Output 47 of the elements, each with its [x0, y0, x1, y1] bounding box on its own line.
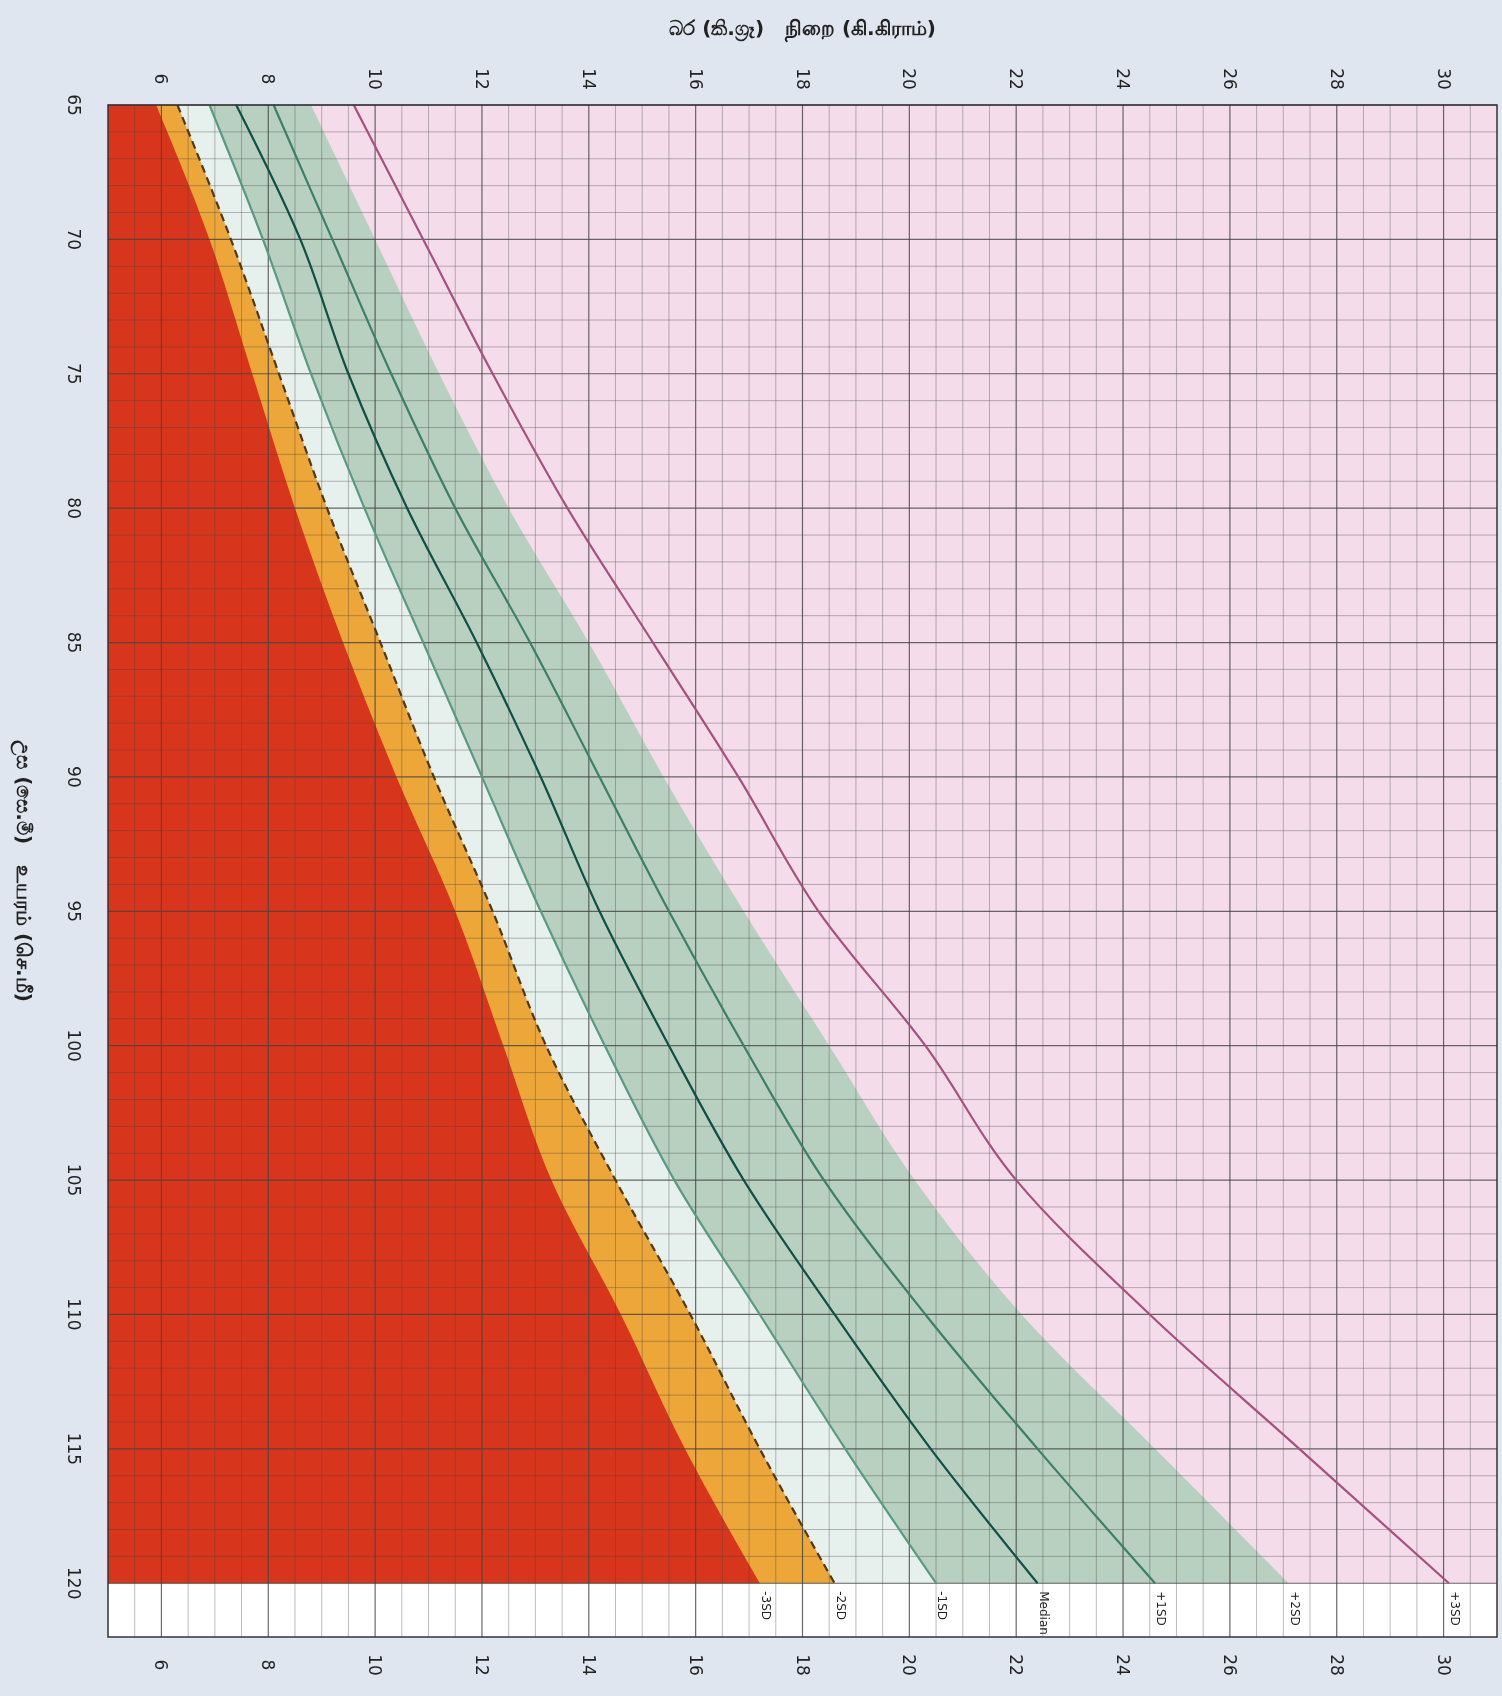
x2-tick-label: 14 — [578, 1654, 599, 1676]
y-axis-title: උස (සෙ.මී) உயரம் (செ.மீ) — [10, 740, 36, 1002]
text: -2SD — [833, 1591, 848, 1621]
x-tick-label: 30 — [1433, 68, 1454, 90]
y-tick-label: 95 — [64, 900, 84, 923]
text: -3SD — [758, 1591, 773, 1621]
x-tick-label: 26 — [1219, 68, 1240, 90]
y-tick-label: 65 — [64, 94, 84, 116]
x2-tick-label: 8 — [258, 1659, 279, 1671]
x2-tick-label: 6 — [151, 1659, 172, 1671]
x2-tick-label: 18 — [792, 1654, 813, 1676]
x-tick-label: 20 — [899, 68, 920, 90]
y-tick-label: 100 — [64, 1029, 84, 1062]
x-axis-title: බර (කි.ග්‍රෑ) நிறை (கி.கிராம்) — [669, 16, 936, 43]
y-tick-label: 85 — [64, 631, 84, 654]
y-tick-label: 80 — [64, 497, 84, 519]
x2-tick-label: 24 — [1113, 1654, 1134, 1676]
x-tick-label: 24 — [1113, 68, 1134, 90]
x-tick-label: 14 — [578, 68, 599, 90]
x2-tick-label: 20 — [899, 1654, 920, 1676]
text: Median — [1036, 1591, 1051, 1635]
x-tick-label: 8 — [258, 73, 279, 85]
x-tick-label: 6 — [151, 73, 172, 85]
text: +2SD — [1287, 1591, 1302, 1626]
text: +3SD — [1447, 1591, 1462, 1626]
x-tick-label: 18 — [792, 68, 813, 90]
x2-tick-label: 28 — [1326, 1654, 1347, 1676]
y-tick-label: 75 — [64, 362, 84, 385]
x2-tick-label: 10 — [365, 1654, 386, 1676]
y-tick-label: 115 — [64, 1432, 84, 1466]
x-tick-label: 12 — [471, 68, 492, 90]
y-tick-label: 105 — [64, 1163, 84, 1197]
text: +1SD — [1154, 1591, 1169, 1626]
x2-tick-label: 12 — [471, 1654, 492, 1676]
y-tick-label: 70 — [64, 228, 84, 251]
y-tick-label: 120 — [64, 1567, 84, 1600]
x2-tick-label: 22 — [1006, 1654, 1027, 1676]
text: -1SD — [935, 1591, 950, 1621]
x2-tick-label: 30 — [1433, 1654, 1454, 1676]
x-tick-label: 16 — [685, 68, 706, 90]
y-tick-label: 110 — [64, 1298, 84, 1331]
y-tick-label: 90 — [64, 766, 84, 788]
x2-tick-label: 16 — [685, 1654, 706, 1676]
x2-tick-label: 26 — [1219, 1654, 1240, 1676]
x-tick-label: 10 — [365, 68, 386, 90]
x-tick-label: 28 — [1326, 68, 1347, 90]
x-tick-label: 22 — [1006, 68, 1027, 90]
